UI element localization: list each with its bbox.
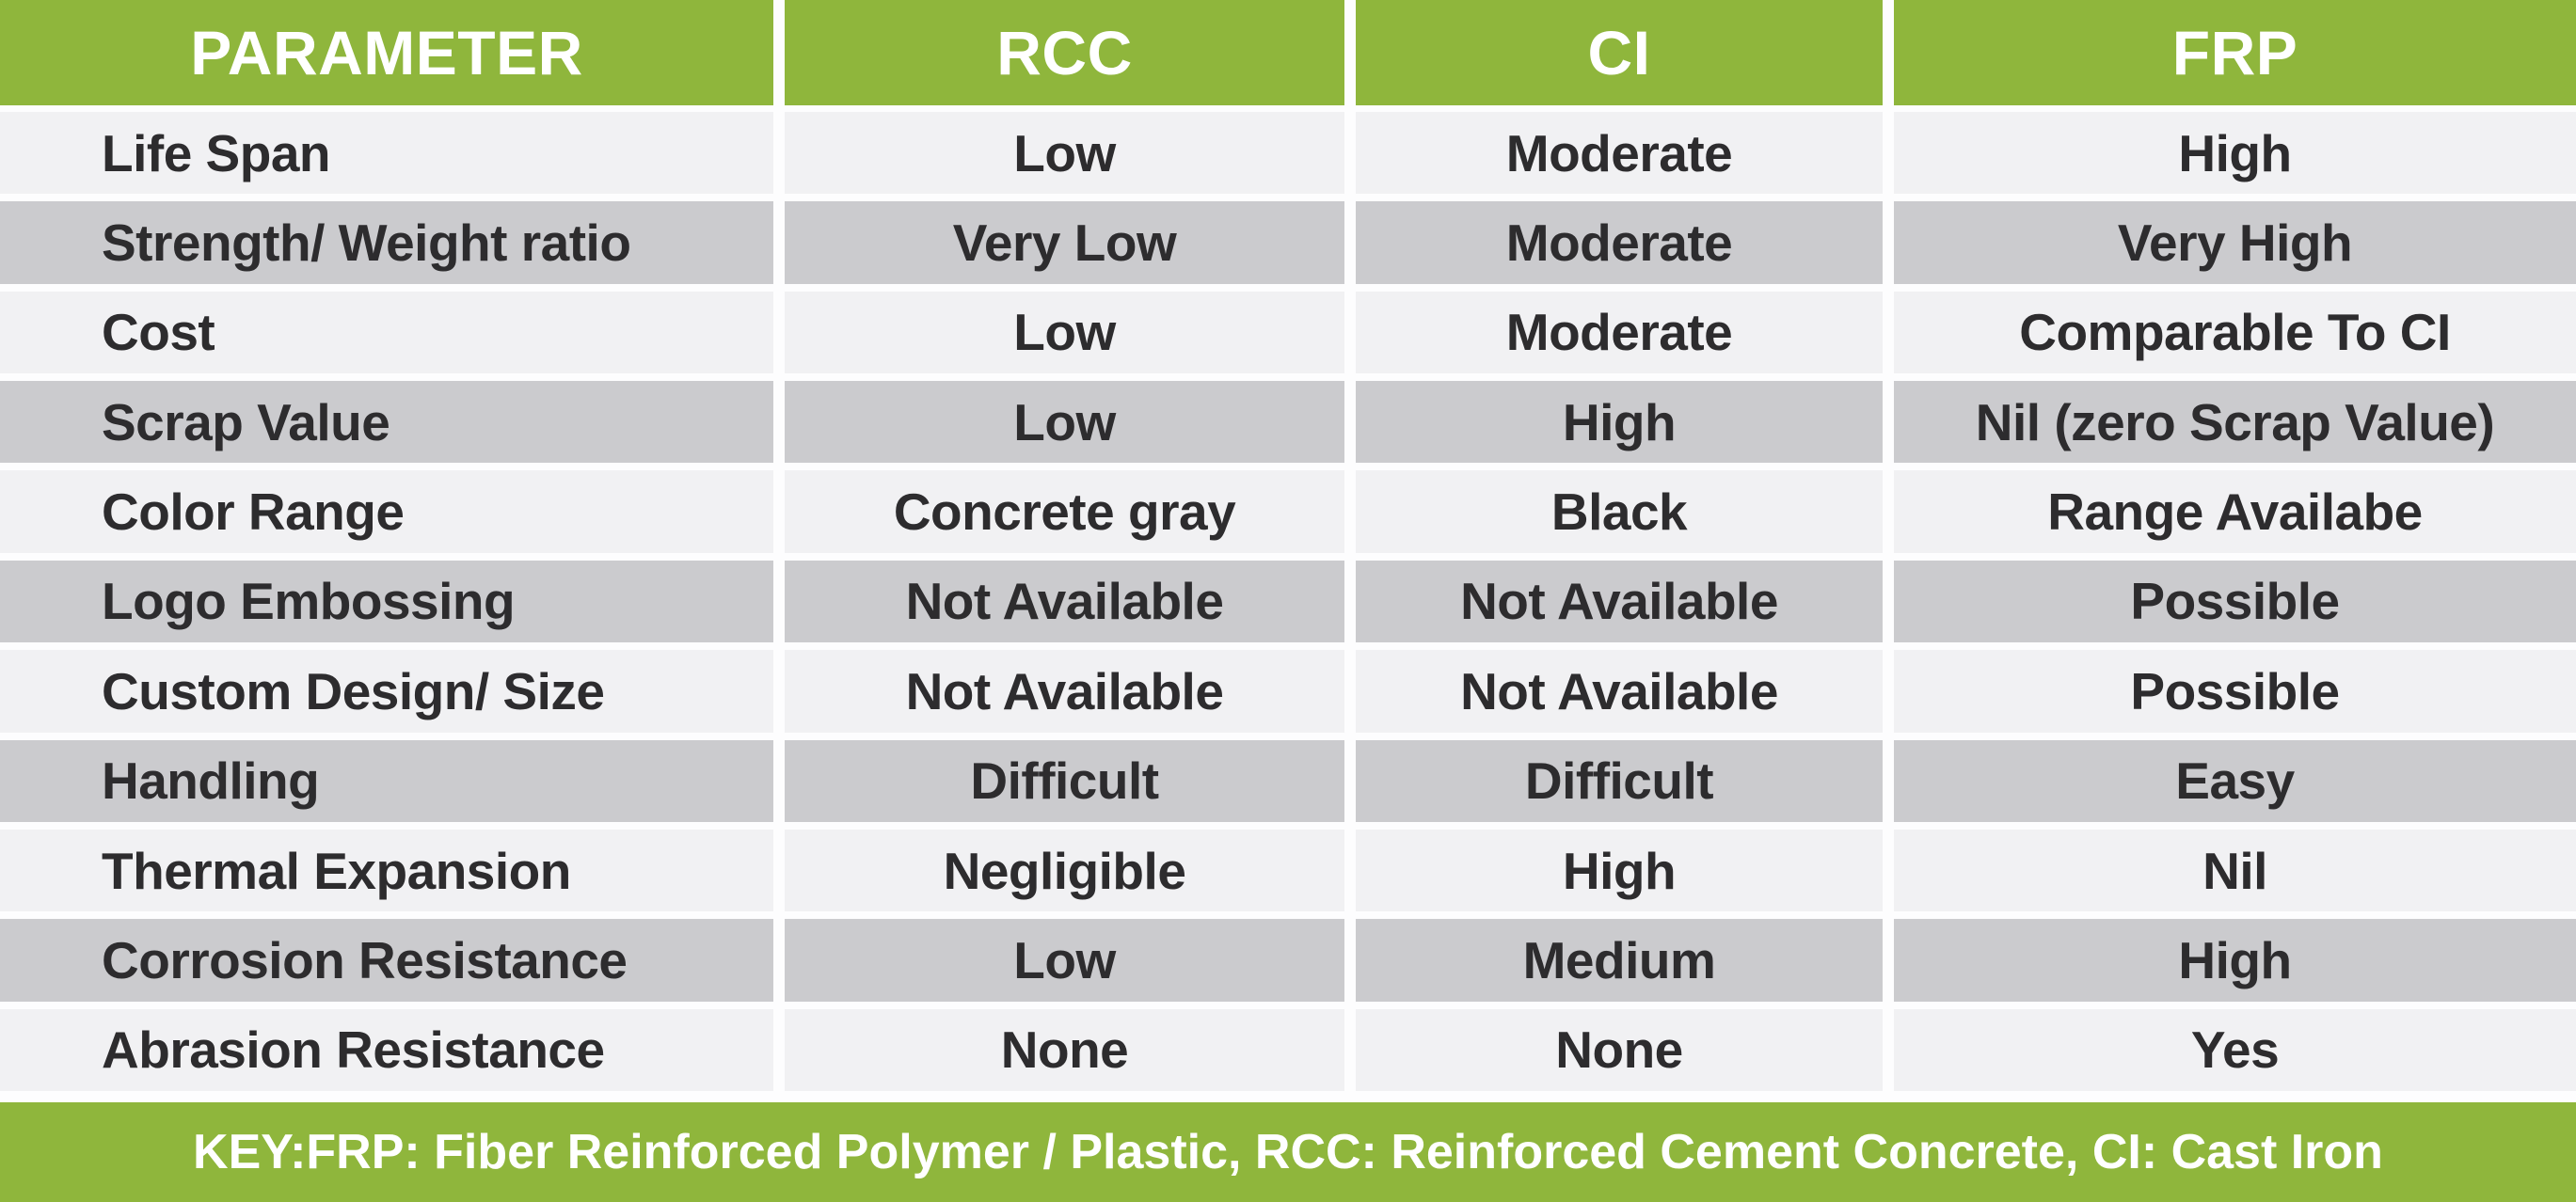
- ci-value-cell: Moderate: [1356, 291, 1883, 374]
- ci-value-cell: Moderate: [1356, 201, 1883, 284]
- table-row: Corrosion Resistance Low Medium High: [0, 919, 2576, 1002]
- ci-value-cell: Medium: [1356, 919, 1883, 1002]
- frp-value-cell: Easy: [1894, 739, 2576, 822]
- rcc-value-cell: Concrete gray: [785, 470, 1344, 553]
- table-body: Life Span Low Moderate High Strength/ We…: [0, 105, 2576, 1102]
- parameter-cell: Abrasion Resistance: [0, 1008, 773, 1091]
- rcc-value-cell: Difficult: [785, 739, 1344, 822]
- ci-value-cell: High: [1356, 829, 1883, 912]
- frp-value-cell: Nil: [1894, 829, 2576, 912]
- frp-value-cell: High: [1894, 112, 2576, 195]
- parameter-cell: Color Range: [0, 470, 773, 553]
- ci-value-cell: Difficult: [1356, 739, 1883, 822]
- ci-value-cell: High: [1356, 381, 1883, 464]
- column-header-frp: FRP: [1894, 0, 2576, 105]
- table-row: Strength/ Weight ratio Very Low Moderate…: [0, 201, 2576, 284]
- key-legend-text: KEY:FRP: Fiber Reinforced Polymer / Plas…: [193, 1125, 2383, 1179]
- column-header-rcc: RCC: [785, 0, 1344, 105]
- parameter-cell: Scrap Value: [0, 381, 773, 464]
- frp-value-cell: Comparable To CI: [1894, 291, 2576, 374]
- rcc-value-cell: Not Available: [785, 650, 1344, 733]
- rcc-value-cell: Low: [785, 919, 1344, 1002]
- table-row: Life Span Low Moderate High: [0, 112, 2576, 195]
- rcc-value-cell: Negligible: [785, 829, 1344, 912]
- rcc-value-cell: Not Available: [785, 560, 1344, 643]
- frp-value-cell: Yes: [1894, 1008, 2576, 1091]
- table-row: Custom Design/ Size Not Available Not Av…: [0, 650, 2576, 733]
- parameter-cell: Handling: [0, 739, 773, 822]
- frp-value-cell: Range Availabe: [1894, 470, 2576, 553]
- table-row: Cost Low Moderate Comparable To CI: [0, 291, 2576, 374]
- ci-value-cell: Black: [1356, 470, 1883, 553]
- ci-value-cell: Moderate: [1356, 112, 1883, 195]
- frp-value-cell: High: [1894, 919, 2576, 1002]
- ci-value-cell: Not Available: [1356, 650, 1883, 733]
- column-header-ci: CI: [1356, 0, 1883, 105]
- rcc-value-cell: Low: [785, 291, 1344, 374]
- table-row: Thermal Expansion Negligible High Nil: [0, 829, 2576, 912]
- ci-value-cell: Not Available: [1356, 560, 1883, 643]
- frp-value-cell: Possible: [1894, 650, 2576, 733]
- parameter-cell: Strength/ Weight ratio: [0, 201, 773, 284]
- ci-value-cell: None: [1356, 1008, 1883, 1091]
- parameter-cell: Cost: [0, 291, 773, 374]
- frp-value-cell: Possible: [1894, 560, 2576, 643]
- table-row: Logo Embossing Not Available Not Availab…: [0, 560, 2576, 643]
- frp-value-cell: Nil (zero Scrap Value): [1894, 381, 2576, 464]
- parameter-cell: Life Span: [0, 112, 773, 195]
- rcc-value-cell: Very Low: [785, 201, 1344, 284]
- frp-value-cell: Very High: [1894, 201, 2576, 284]
- table-row: Abrasion Resistance None None Yes: [0, 1008, 2576, 1091]
- parameter-cell: Thermal Expansion: [0, 829, 773, 912]
- table-row: Handling Difficult Difficult Easy: [0, 739, 2576, 822]
- parameter-cell: Custom Design/ Size: [0, 650, 773, 733]
- column-header-parameter: PARAMETER: [0, 0, 773, 105]
- parameter-cell: Logo Embossing: [0, 560, 773, 643]
- table-row: Scrap Value Low High Nil (zero Scrap Val…: [0, 381, 2576, 464]
- rcc-value-cell: Low: [785, 381, 1344, 464]
- table-key-footer: KEY:FRP: Fiber Reinforced Polymer / Plas…: [0, 1102, 2576, 1202]
- table-row: Color Range Concrete gray Black Range Av…: [0, 470, 2576, 553]
- parameter-cell: Corrosion Resistance: [0, 919, 773, 1002]
- rcc-value-cell: None: [785, 1008, 1344, 1091]
- rcc-value-cell: Low: [785, 112, 1344, 195]
- table-header-row: PARAMETER RCC CI FRP: [0, 0, 2576, 105]
